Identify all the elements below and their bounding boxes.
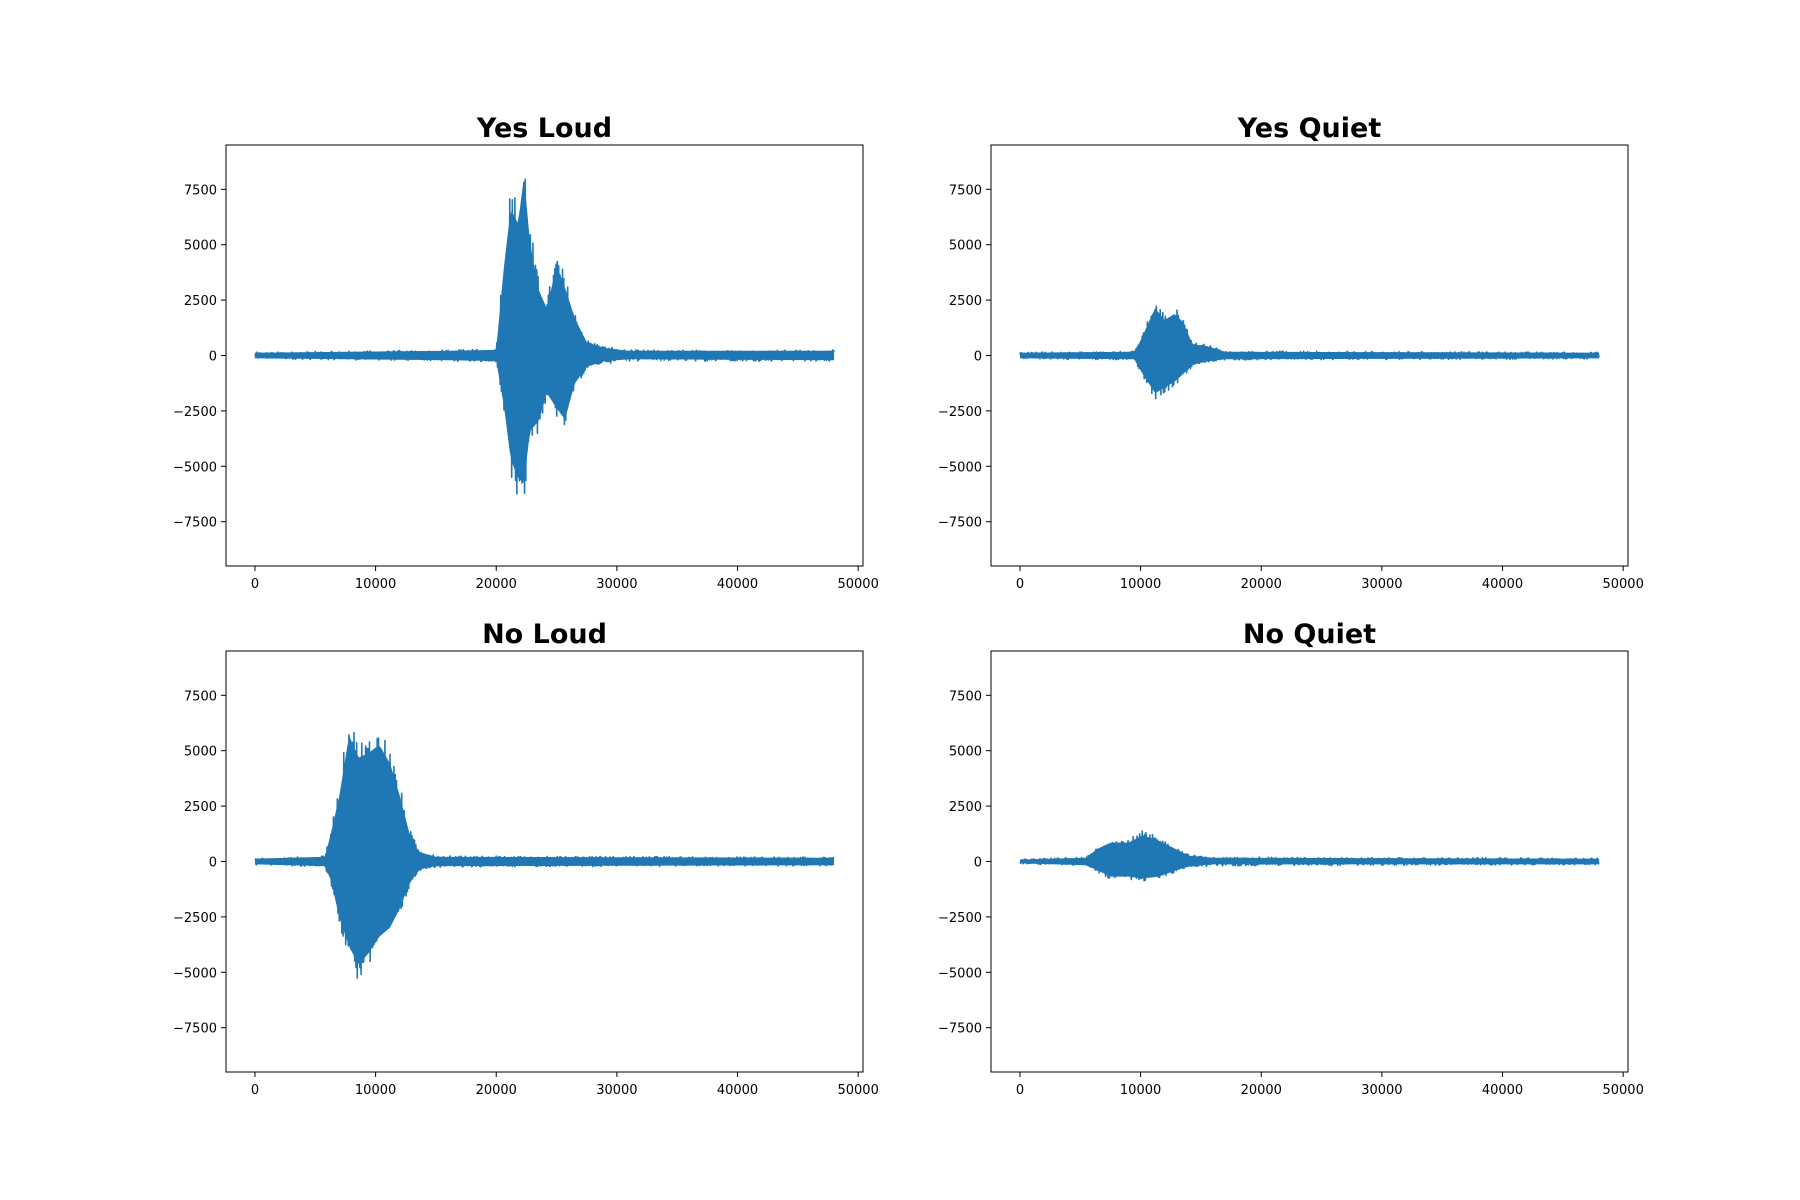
subplot-3: 0 10000 20000 30000 40000 50000−7500−5000−250… bbox=[173, 619, 879, 1098]
x-tick-label: 50000 bbox=[1602, 577, 1643, 592]
y-tick-label: 5000 bbox=[184, 745, 217, 760]
x-tick-label: 20000 bbox=[1241, 577, 1282, 592]
x-tick-label: 40000 bbox=[717, 1083, 758, 1098]
x-tick-label: 50000 bbox=[837, 1083, 878, 1098]
subplot-4: 0 10000 20000 30000 40000 50000−7500−5000−250… bbox=[938, 619, 1644, 1098]
y-tick-label: 7500 bbox=[949, 689, 982, 704]
y-tick-label: −2500 bbox=[938, 911, 982, 926]
chart-title: Yes Quiet bbox=[1237, 113, 1382, 144]
y-tick-label: 0 bbox=[974, 856, 982, 871]
subplot-1: 0 10000 20000 30000 40000 50000−7500−5000−250… bbox=[173, 113, 879, 592]
x-tick-label: 10000 bbox=[1120, 577, 1161, 592]
y-tick-label: 2500 bbox=[949, 294, 982, 309]
y-tick-label: −5000 bbox=[173, 460, 217, 475]
chart-title: No Quiet bbox=[1243, 619, 1376, 650]
waveform-fill bbox=[254, 736, 835, 965]
chart-title: No Loud bbox=[482, 619, 607, 650]
y-tick-label: 0 bbox=[974, 350, 982, 365]
x-tick-label: 40000 bbox=[1482, 1083, 1523, 1098]
waveform-fill bbox=[1019, 308, 1600, 394]
y-tick-label: 2500 bbox=[949, 800, 982, 815]
y-tick-label: −7500 bbox=[173, 1022, 217, 1037]
y-tick-label: 2500 bbox=[184, 294, 217, 309]
waveform-line bbox=[1019, 830, 1600, 882]
y-tick-label: 7500 bbox=[184, 183, 217, 198]
y-tick-label: 7500 bbox=[184, 689, 217, 704]
x-tick-label: 0 bbox=[251, 1083, 259, 1098]
waveform-line bbox=[254, 731, 835, 979]
y-tick-label: 5000 bbox=[949, 745, 982, 760]
waveform-line bbox=[1019, 305, 1600, 400]
y-tick-label: −7500 bbox=[938, 516, 982, 531]
y-tick-label: −5000 bbox=[173, 966, 217, 981]
y-tick-label: 0 bbox=[209, 350, 217, 365]
waveform-line bbox=[254, 178, 835, 495]
x-tick-label: 20000 bbox=[1241, 1083, 1282, 1098]
x-tick-label: 0 bbox=[251, 577, 259, 592]
x-tick-label: 20000 bbox=[476, 577, 517, 592]
x-tick-label: 20000 bbox=[476, 1083, 517, 1098]
x-tick-label: 10000 bbox=[355, 1083, 396, 1098]
y-tick-label: 7500 bbox=[949, 183, 982, 198]
y-tick-label: −5000 bbox=[938, 966, 982, 981]
x-tick-label: 0 bbox=[1016, 577, 1024, 592]
y-tick-label: −7500 bbox=[938, 1022, 982, 1037]
y-tick-label: 5000 bbox=[184, 239, 217, 254]
x-tick-label: 40000 bbox=[717, 577, 758, 592]
x-tick-label: 50000 bbox=[1602, 1083, 1643, 1098]
x-tick-label: 30000 bbox=[1361, 577, 1402, 592]
x-tick-label: 10000 bbox=[1120, 1083, 1161, 1098]
y-tick-label: −2500 bbox=[173, 911, 217, 926]
y-tick-label: 2500 bbox=[184, 800, 217, 815]
chart-title: Yes Loud bbox=[476, 113, 612, 144]
y-tick-label: 5000 bbox=[949, 239, 982, 254]
y-tick-label: −2500 bbox=[173, 405, 217, 420]
x-tick-label: 30000 bbox=[1361, 1083, 1402, 1098]
y-tick-label: −7500 bbox=[173, 516, 217, 531]
x-tick-label: 10000 bbox=[355, 577, 396, 592]
y-tick-label: 0 bbox=[209, 856, 217, 871]
x-tick-label: 30000 bbox=[596, 577, 637, 592]
subplot-2: 0 10000 20000 30000 40000 50000−7500−5000−250… bbox=[938, 113, 1644, 592]
y-tick-label: −5000 bbox=[938, 460, 982, 475]
x-tick-label: 0 bbox=[1016, 1083, 1024, 1098]
x-tick-label: 50000 bbox=[837, 577, 878, 592]
y-tick-label: −2500 bbox=[938, 405, 982, 420]
x-tick-label: 30000 bbox=[596, 1083, 637, 1098]
x-tick-label: 40000 bbox=[1482, 577, 1523, 592]
